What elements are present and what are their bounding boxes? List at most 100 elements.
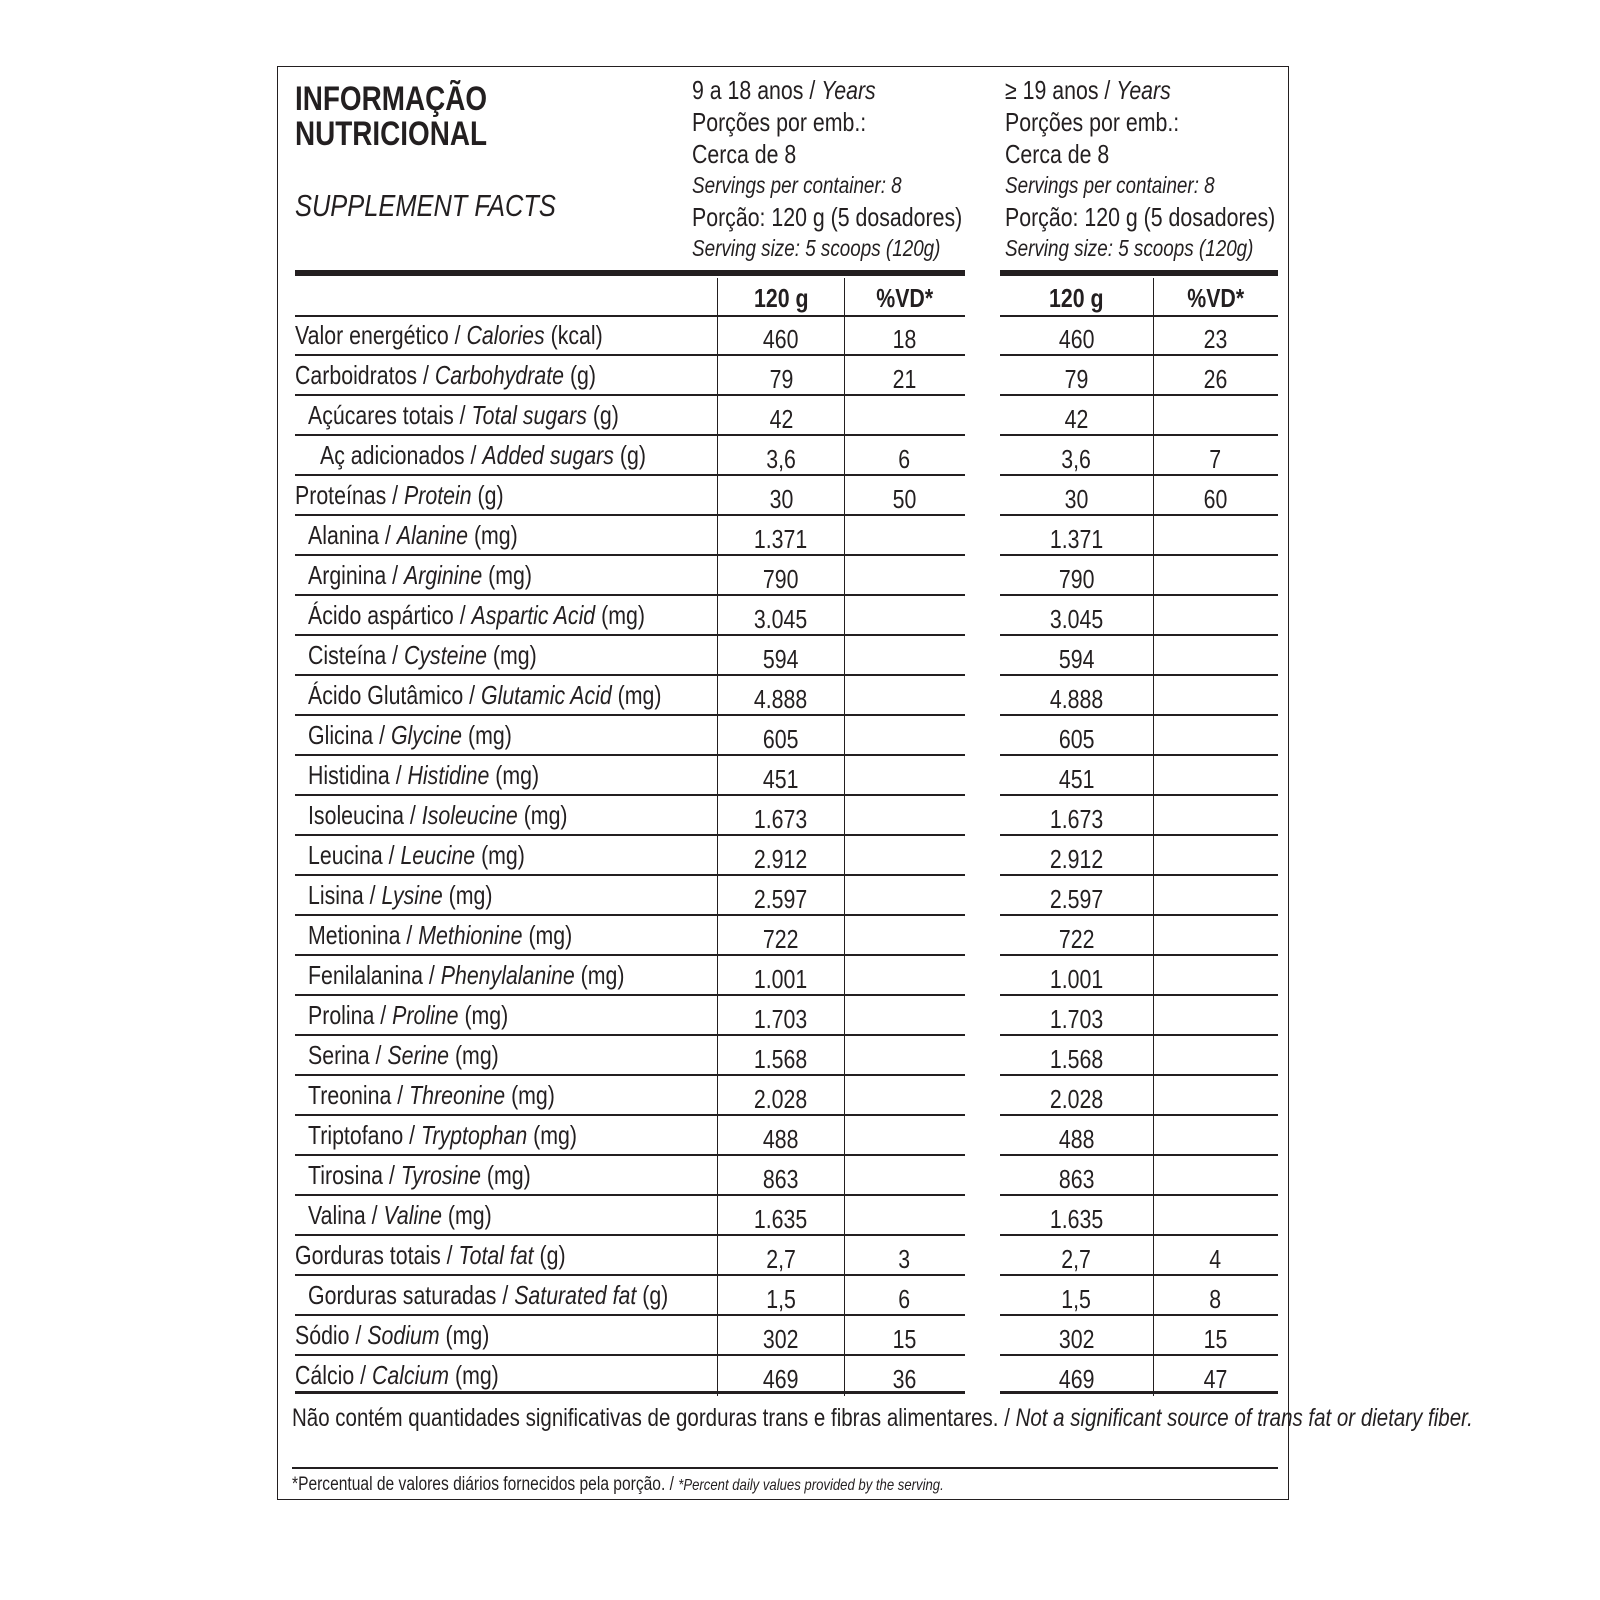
sep: / bbox=[349, 1320, 368, 1350]
value-text: 1.371 bbox=[1049, 524, 1104, 554]
value-cell-d1 bbox=[844, 1156, 964, 1196]
value-cell-d2 bbox=[1153, 756, 1277, 796]
value-text: 790 bbox=[1058, 564, 1095, 594]
title-line: INFORMAÇÃO bbox=[295, 80, 488, 118]
sep: / bbox=[391, 1080, 410, 1110]
value-text: 7 bbox=[1209, 444, 1222, 474]
value-cell-d2 bbox=[1153, 1196, 1277, 1236]
servings-en: Servings per container: 8 bbox=[692, 172, 902, 198]
nutrient-label: Gorduras totais / Total fat (g) bbox=[295, 1240, 625, 1271]
servings-pt: Porções por emb.: bbox=[692, 107, 867, 137]
nutrient-en: Protein bbox=[404, 480, 472, 510]
value-cell-a2: 1.371 bbox=[1000, 516, 1153, 556]
nutrient-pt: Histidina bbox=[308, 760, 390, 790]
value-cell-d1 bbox=[844, 996, 964, 1036]
value-cell-a1: 2.597 bbox=[717, 876, 844, 916]
value-text: 302 bbox=[763, 1324, 799, 1354]
nutrient-pt: Açúcares totais bbox=[308, 400, 454, 430]
value-cell-d2 bbox=[1153, 636, 1277, 676]
sep: / bbox=[389, 760, 408, 790]
footnote-trans-fat: Não contém quantidades significativas de… bbox=[292, 1404, 1473, 1432]
nutrient-row: Serina / Serine (mg) 1.568 1.568 bbox=[0, 1036, 1600, 1076]
value-cell-a2: 722 bbox=[1000, 916, 1153, 956]
sep: / bbox=[422, 960, 441, 990]
nutrient-label: Açúcares totais / Total sugars (g) bbox=[308, 400, 687, 431]
column-header: %VD* bbox=[844, 278, 964, 318]
value-cell-a2: 2.912 bbox=[1000, 836, 1153, 876]
value-cell-d2 bbox=[1153, 516, 1277, 556]
nutrient-en: Lysine bbox=[381, 880, 443, 910]
nutrient-unit: (mg) bbox=[580, 960, 625, 990]
row-divider bbox=[295, 954, 965, 956]
value-cell-a1: 594 bbox=[717, 636, 844, 676]
nutrient-en: Threonine bbox=[409, 1080, 506, 1110]
value-cell-d1 bbox=[844, 636, 964, 676]
sep: / bbox=[383, 1160, 401, 1190]
row-divider bbox=[295, 1354, 965, 1356]
sep: / bbox=[463, 680, 482, 710]
value-cell-a1: 722 bbox=[717, 916, 844, 956]
value-cell-d1: 18 bbox=[844, 316, 964, 356]
row-divider bbox=[295, 754, 965, 756]
row-divider bbox=[295, 834, 965, 836]
value-cell-a2: 488 bbox=[1000, 1116, 1153, 1156]
value-text: 1.673 bbox=[1049, 804, 1104, 834]
value-cell-d2 bbox=[1153, 396, 1277, 436]
nutrient-label: Proteínas / Protein (g) bbox=[295, 480, 549, 511]
row-divider bbox=[295, 1074, 965, 1076]
nutrient-en: Aspartic Acid bbox=[471, 600, 596, 630]
value-text: 3.045 bbox=[1049, 604, 1104, 634]
value-cell-a1: 4.888 bbox=[717, 676, 844, 716]
value-cell-a2: 3,6 bbox=[1000, 436, 1153, 476]
row-divider bbox=[1000, 634, 1278, 636]
sep: / bbox=[464, 440, 483, 470]
nutrient-en: Glycine bbox=[390, 720, 463, 750]
nutrient-label: Prolina / Proline (mg) bbox=[308, 1000, 552, 1031]
sep: / bbox=[363, 880, 382, 910]
value-text: 50 bbox=[892, 484, 917, 514]
row-divider bbox=[1000, 1274, 1278, 1276]
value-text: 1.568 bbox=[754, 1044, 808, 1074]
value-cell-a2: 4.888 bbox=[1000, 676, 1153, 716]
nutrient-unit: (mg) bbox=[488, 560, 532, 590]
subtitle-text: SUPPLEMENT FACTS bbox=[295, 188, 556, 223]
nutrient-en: Tryptophan bbox=[420, 1120, 528, 1150]
nutrient-row: Arginina / Arginine (mg) 790 790 bbox=[0, 556, 1600, 596]
value-text: 488 bbox=[763, 1124, 799, 1154]
value-text: 3,6 bbox=[1061, 444, 1092, 474]
column-header: 120 g bbox=[1000, 278, 1153, 318]
value-cell-a1: 302 bbox=[717, 1316, 844, 1356]
row-divider bbox=[295, 1114, 965, 1116]
nutrient-unit: (mg) bbox=[464, 1000, 509, 1030]
sep: / bbox=[453, 600, 472, 630]
value-text: 3.045 bbox=[754, 604, 808, 634]
value-cell-a1: 42 bbox=[717, 396, 844, 436]
value-text: 1.635 bbox=[754, 1204, 808, 1234]
nutrient-en: Total fat bbox=[458, 1240, 534, 1270]
servings-pt-count: Cerca de 8 bbox=[1005, 139, 1110, 169]
value-text: 1.568 bbox=[1049, 1044, 1104, 1074]
value-cell-a1: 605 bbox=[717, 716, 844, 756]
nutrient-unit: (g) bbox=[477, 480, 504, 510]
value-cell-d1: 6 bbox=[844, 1276, 964, 1316]
nutrient-en: Cysteine bbox=[403, 640, 487, 670]
sep: / bbox=[803, 75, 822, 105]
nutrient-pt: Alanina bbox=[308, 520, 380, 550]
row-divider bbox=[295, 714, 965, 716]
nutrient-pt: Valina bbox=[308, 1200, 366, 1230]
nutrient-label: Arginina / Arginine (mg) bbox=[308, 560, 581, 591]
value-cell-d2 bbox=[1153, 556, 1277, 596]
sep: / bbox=[382, 840, 401, 870]
nutrient-pt: Isoleucina bbox=[308, 800, 405, 830]
nutrient-row: Ácido Glutâmico / Glutamic Acid (mg) 4.88… bbox=[0, 676, 1600, 716]
value-text: 23 bbox=[1203, 324, 1228, 354]
value-text: 21 bbox=[892, 364, 917, 394]
nutrient-unit: (mg) bbox=[601, 600, 645, 630]
value-text: 460 bbox=[1058, 324, 1095, 354]
row-divider bbox=[1000, 794, 1278, 796]
row-divider bbox=[295, 874, 965, 876]
nutrient-pt: Lisina bbox=[308, 880, 364, 910]
nutrient-unit: (mg) bbox=[617, 680, 662, 710]
row-divider bbox=[295, 394, 965, 396]
nutrient-label: Carboidratos / Carbohydrate (g) bbox=[295, 360, 662, 391]
